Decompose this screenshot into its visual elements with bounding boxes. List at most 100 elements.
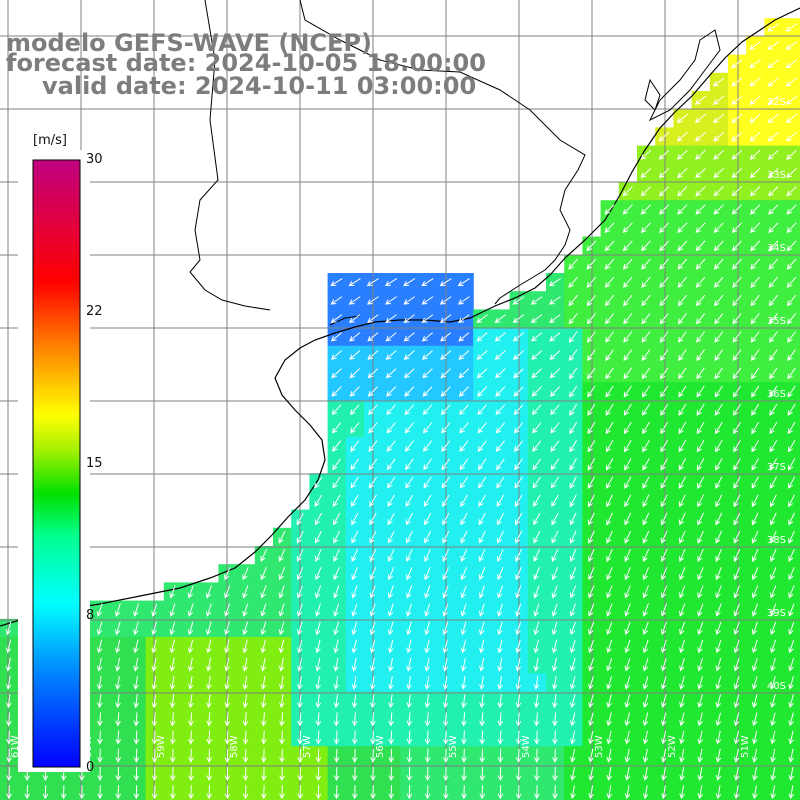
wind-arrow bbox=[330, 314, 343, 324]
wind-arrow bbox=[479, 748, 486, 763]
wind-arrow bbox=[515, 785, 522, 800]
wind-arrow bbox=[496, 476, 505, 489]
wind-arrow bbox=[278, 639, 285, 654]
wind-arrow bbox=[533, 676, 540, 690]
wind-arrow bbox=[696, 385, 705, 398]
wind-arrow bbox=[787, 349, 796, 362]
wind-arrow bbox=[715, 530, 723, 544]
wind-arrow bbox=[97, 730, 103, 745]
wind-arrow bbox=[513, 404, 524, 416]
wind-arrow bbox=[333, 657, 339, 672]
wind-arrow bbox=[513, 422, 524, 434]
wind-arrow bbox=[515, 712, 522, 727]
wind-arrow bbox=[769, 421, 778, 435]
wind-arrow bbox=[442, 621, 449, 636]
wind-arrow bbox=[479, 712, 485, 727]
wind-arrow bbox=[333, 712, 340, 727]
wind-arrow bbox=[551, 530, 559, 544]
wind-arrow bbox=[388, 657, 394, 672]
wind-arrow bbox=[677, 331, 687, 343]
wind-arrow bbox=[114, 621, 121, 636]
wind-arrow bbox=[151, 603, 158, 617]
wind-arrow bbox=[461, 766, 467, 782]
wind-arrow bbox=[569, 530, 577, 544]
wind-arrow bbox=[786, 168, 797, 179]
wind-arrow bbox=[461, 694, 467, 709]
wind-arrow bbox=[404, 422, 414, 434]
wind-arrow bbox=[697, 476, 705, 489]
wind-arrow bbox=[606, 512, 613, 526]
wind-arrow bbox=[533, 785, 540, 800]
wind-arrow bbox=[405, 512, 414, 526]
wind-arrow bbox=[733, 476, 741, 489]
wind-arrow bbox=[551, 548, 559, 562]
wind-arrow bbox=[133, 694, 140, 709]
wind-arrow bbox=[279, 694, 285, 709]
wind-arrow bbox=[749, 168, 761, 179]
wind-arrow bbox=[314, 548, 322, 562]
longitude-label: 58W bbox=[229, 735, 240, 758]
wind-arrow bbox=[715, 512, 723, 526]
wind-arrow bbox=[330, 332, 343, 342]
wind-arrow bbox=[605, 421, 614, 435]
wind-arrow bbox=[715, 657, 722, 672]
wind-arrow bbox=[624, 767, 631, 781]
wind-arrow bbox=[442, 657, 449, 672]
wind-arrow bbox=[659, 331, 669, 343]
wind-arrow bbox=[769, 512, 777, 526]
wind-arrow bbox=[713, 186, 724, 197]
colorbar-tick-label: 8 bbox=[86, 608, 95, 623]
wind-arrow bbox=[442, 748, 449, 763]
wind-arrow bbox=[768, 276, 779, 288]
wind-arrow bbox=[770, 712, 776, 727]
wind-arrow bbox=[606, 767, 613, 781]
wind-arrow bbox=[224, 766, 231, 782]
wind-arrow bbox=[624, 585, 631, 599]
wind-arrow bbox=[678, 530, 686, 544]
wind-arrow bbox=[206, 639, 212, 654]
wind-arrow bbox=[333, 603, 340, 617]
wind-arrow bbox=[351, 657, 358, 672]
wind-arrow bbox=[496, 458, 505, 471]
lagoon-line bbox=[644, 29, 721, 122]
wind-arrow bbox=[788, 730, 794, 745]
wind-arrow bbox=[386, 386, 397, 397]
wind-arrow bbox=[477, 386, 488, 397]
wind-arrow bbox=[769, 494, 777, 508]
wind-arrow bbox=[368, 404, 378, 416]
wind-arrow bbox=[786, 204, 797, 215]
wind-arrow bbox=[404, 440, 414, 452]
wind-arrow bbox=[642, 567, 650, 581]
wind-arrow bbox=[515, 603, 522, 617]
wind-arrow bbox=[606, 530, 613, 544]
wind-arrow bbox=[552, 712, 558, 727]
wind-arrow bbox=[424, 766, 431, 782]
wind-arrow bbox=[278, 621, 285, 636]
wind-arrow bbox=[242, 785, 249, 800]
wind-arrow bbox=[315, 785, 322, 800]
wind-arrow bbox=[569, 440, 578, 453]
wind-arrow bbox=[549, 368, 561, 379]
wind-arrow bbox=[460, 494, 468, 508]
wind-arrow bbox=[333, 766, 340, 782]
wind-arrow bbox=[788, 603, 795, 617]
wind-arrow bbox=[369, 676, 376, 690]
wind-arrow bbox=[424, 603, 431, 617]
wind-arrow bbox=[624, 712, 631, 727]
wind-arrow bbox=[569, 367, 578, 380]
wind-arrow bbox=[530, 314, 543, 324]
wind-arrow bbox=[731, 149, 743, 160]
longitude-label: 57W bbox=[302, 735, 313, 758]
wind-arrow bbox=[641, 258, 651, 270]
wind-arrow bbox=[714, 331, 724, 343]
wind-arrow bbox=[351, 548, 359, 562]
wind-arrow bbox=[604, 204, 615, 215]
wind-arrow bbox=[788, 476, 796, 489]
wind-arrow bbox=[458, 332, 470, 342]
wind-arrow bbox=[331, 422, 342, 434]
wind-arrow bbox=[714, 349, 724, 362]
wind-arrow bbox=[569, 476, 577, 489]
wind-arrow bbox=[733, 621, 740, 635]
wind-arrow bbox=[260, 639, 267, 654]
wind-arrow bbox=[731, 240, 742, 252]
